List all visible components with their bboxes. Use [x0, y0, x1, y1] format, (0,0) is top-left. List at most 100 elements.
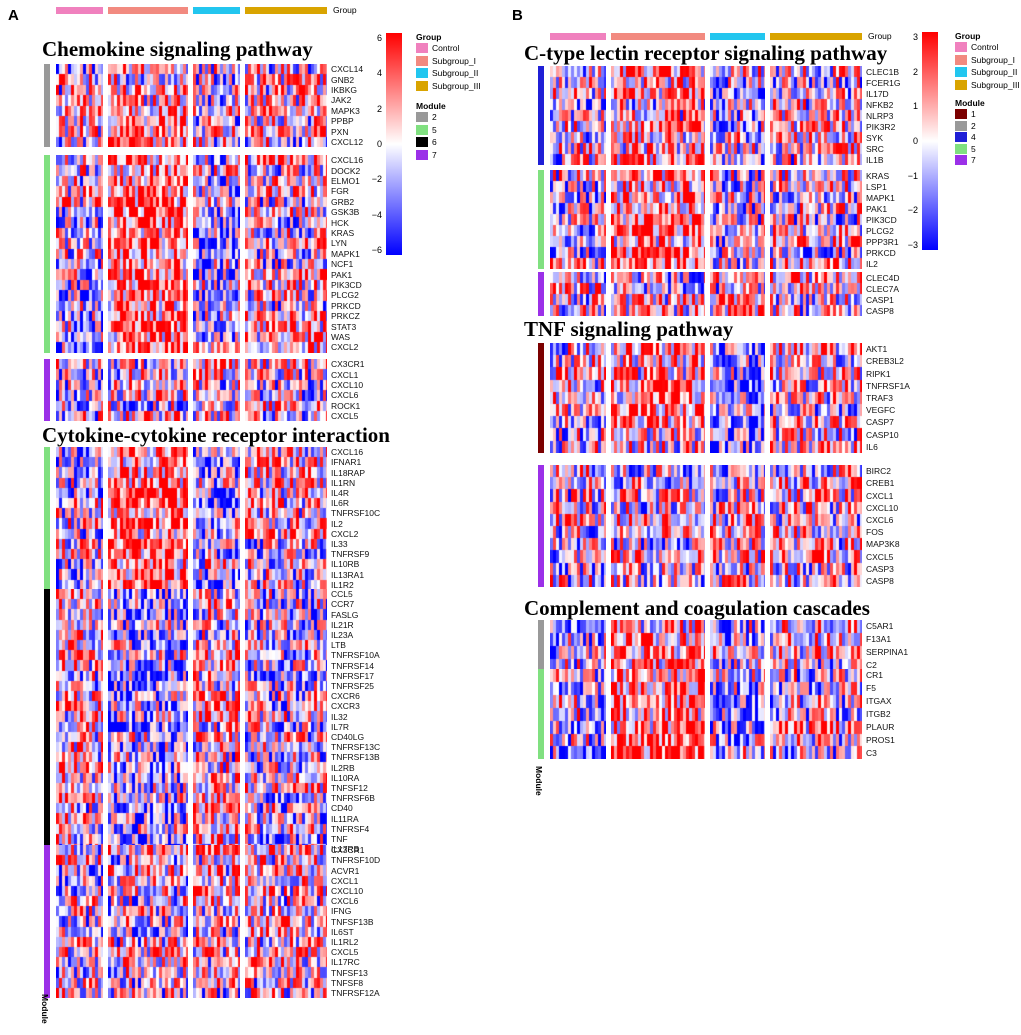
gene-label: TNFRSF25 — [331, 680, 374, 691]
panel-b-label: B — [512, 7, 523, 24]
heatmap-title: TNF signaling pathway — [524, 317, 734, 341]
gene-label: TNFRSF12A — [331, 987, 380, 998]
gene-label: CREB3L2 — [866, 356, 904, 367]
gene-label: CXCL12 — [331, 137, 364, 147]
module-bar — [538, 620, 544, 672]
gene-label: CXCR3 — [331, 701, 360, 712]
legend-item-label: Subgroup_I — [971, 54, 1015, 65]
gene-label: LYN — [331, 238, 347, 249]
gene-label: TNFSF13 — [331, 967, 368, 978]
gene-label: CXCL1 — [331, 875, 359, 886]
group-bar-subgroup-iii — [770, 33, 862, 40]
gene-label: KRAS — [866, 170, 890, 181]
legend-item-label: 5 — [432, 124, 437, 135]
color-scale-tick: −3 — [907, 240, 918, 250]
gene-label: TNF — [331, 833, 348, 844]
group-bar-control — [56, 7, 103, 14]
heatmap-cell-block — [550, 66, 606, 165]
gene-label: CD40LG — [331, 731, 365, 742]
heatmap-cell-block — [245, 359, 327, 421]
gene-label: IL13RA1 — [331, 569, 365, 580]
gene-label: TNFRSF17 — [331, 670, 374, 681]
gene-label: IL10RB — [331, 559, 360, 570]
gene-label: CXCL2 — [331, 342, 359, 353]
heatmap-cell-block — [193, 845, 240, 998]
gene-label: C3 — [866, 747, 877, 758]
heatmap-cell-block — [245, 155, 327, 353]
heatmap-cell-block — [193, 155, 240, 353]
gene-label: IL32 — [331, 711, 348, 722]
color-scale-tick: −6 — [371, 245, 382, 255]
gene-label: HCK — [331, 217, 349, 228]
gene-label: FASLG — [331, 609, 359, 620]
heatmap-cell-block — [550, 620, 606, 672]
legend-group-title: Group — [416, 32, 442, 42]
legend-swatch — [416, 137, 428, 147]
gene-label: CXCL10 — [331, 885, 364, 896]
legend-item-label: Subgroup_III — [432, 80, 481, 91]
gene-label: ITGB2 — [866, 709, 891, 720]
module-bar — [44, 155, 50, 353]
gene-label: TNFRSF4 — [331, 823, 370, 834]
gene-label: BIRC2 — [866, 466, 892, 477]
gene-label: CX3CR1 — [331, 845, 365, 856]
color-scale-tick: −2 — [371, 174, 382, 185]
legend-swatch — [416, 43, 428, 53]
gene-label: IL6R — [331, 498, 349, 509]
gene-label: CXCL10 — [866, 502, 899, 513]
gene-label: CXCL2 — [331, 528, 359, 539]
heatmap-cell-block — [550, 343, 606, 453]
gene-label: IFNG — [331, 906, 352, 917]
heatmap-cell-block — [710, 66, 765, 165]
heatmap-cell-block — [710, 669, 765, 759]
legend-swatch — [955, 132, 967, 142]
group-bar-label: Group — [333, 5, 357, 15]
gene-label: IL6 — [866, 441, 878, 452]
gene-label: MAPK1 — [331, 248, 360, 259]
legend-swatch — [416, 124, 428, 135]
gene-label: MAPK3 — [331, 105, 360, 116]
legend-item-label: 1 — [971, 109, 976, 119]
module-bar — [44, 64, 50, 148]
heatmap-cell-block — [710, 170, 765, 269]
gene-label: MAP3K8 — [866, 539, 900, 550]
module-bar — [538, 272, 544, 316]
heatmap-cell-block — [550, 170, 606, 269]
gene-label: CR1 — [866, 670, 884, 681]
legend-item-label: 2 — [971, 120, 976, 131]
gene-label: JAK2 — [331, 95, 352, 106]
gene-label: CXCL5 — [866, 551, 894, 562]
legend-item-label: Subgroup_III — [971, 79, 1020, 90]
heatmap-cell-block — [611, 272, 705, 316]
heatmap-cell-block — [770, 620, 862, 672]
gene-label: IL1RL2 — [331, 936, 359, 947]
heatmap-cell-block — [611, 620, 705, 672]
gene-label: CLEC7A — [866, 283, 900, 294]
color-scale-tick: 6 — [376, 33, 382, 43]
heatmap-cell-block — [56, 359, 103, 421]
gene-label: CX3CR1 — [331, 359, 365, 370]
heatmap-cell-block — [56, 64, 103, 147]
gene-label: ELMO1 — [331, 176, 360, 186]
legend-swatch — [955, 143, 967, 154]
heatmap-cell-block — [710, 465, 765, 587]
legend-swatch — [955, 54, 967, 65]
heatmap-cell-block — [245, 845, 327, 998]
gene-label: CXCL1 — [866, 490, 894, 501]
color-scale-tick: 0 — [912, 136, 918, 146]
gene-label: PRKCD — [866, 247, 896, 258]
gene-label: TNFSF12 — [331, 782, 368, 793]
gene-label: PPBP — [331, 116, 354, 127]
heatmap-title: Complement and coagulation cascades — [524, 596, 870, 620]
gene-label: CXCL6 — [331, 896, 359, 907]
gene-label: IL1RN — [331, 477, 356, 488]
heatmap-cell-block — [611, 66, 705, 165]
legend-item-label: 2 — [432, 112, 437, 122]
gene-label: CXCL10 — [331, 380, 364, 390]
color-scale-bar — [386, 33, 402, 255]
heatmap-cell-block — [193, 359, 240, 421]
gene-label: CXCL5 — [331, 411, 359, 422]
gene-label: FGR — [331, 186, 349, 197]
heatmap-cell-block — [193, 447, 240, 590]
color-scale-tick: 2 — [376, 103, 382, 114]
